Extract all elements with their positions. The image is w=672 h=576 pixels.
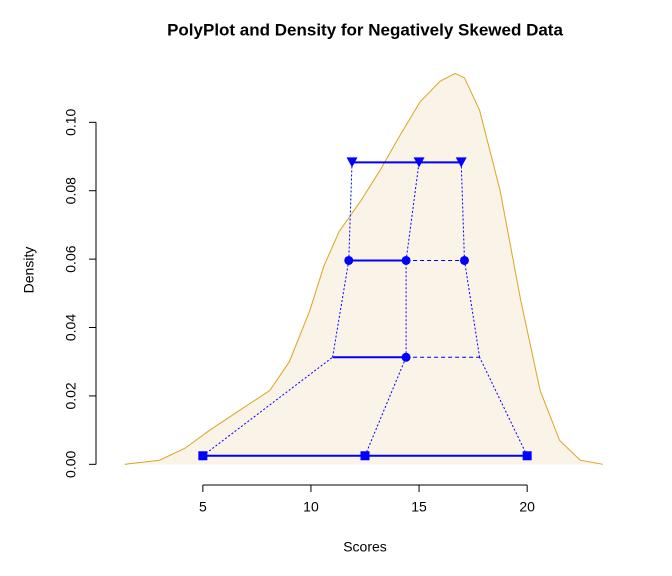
connector xyxy=(460,162,465,261)
y-tick-label: 0.00 xyxy=(63,450,79,477)
x-tick-label: 15 xyxy=(411,499,427,515)
connector xyxy=(463,260,481,358)
y-tick-label: 0.02 xyxy=(63,382,79,409)
circle-marker xyxy=(344,255,354,265)
density-area xyxy=(124,73,603,465)
y-tick-label: 0.08 xyxy=(63,177,79,204)
circle-marker xyxy=(401,352,411,362)
y-axis-label: Density xyxy=(21,247,37,294)
x-tick-label: 20 xyxy=(519,499,535,515)
square-marker xyxy=(360,451,370,461)
x-axis-label: Scores xyxy=(343,539,387,555)
triangle-marker xyxy=(346,157,358,168)
x-tick-label: 5 xyxy=(199,499,207,515)
square-marker xyxy=(198,451,208,461)
connector xyxy=(348,162,353,261)
connector xyxy=(405,162,420,261)
y-tick-label: 0.06 xyxy=(63,245,79,272)
x-tick-label: 10 xyxy=(303,499,319,515)
connector xyxy=(202,356,333,457)
connector xyxy=(332,260,350,358)
triangle-marker xyxy=(413,157,425,168)
triangle-marker xyxy=(455,157,467,168)
y-tick-label: 0.10 xyxy=(63,108,79,135)
chart-title: PolyPlot and Density for Negatively Skew… xyxy=(167,20,563,39)
y-tick-label: 0.04 xyxy=(63,314,79,341)
circle-marker xyxy=(459,255,469,265)
circle-marker xyxy=(401,255,411,265)
connector xyxy=(364,357,407,456)
square-marker xyxy=(522,451,532,461)
density-line xyxy=(124,72,603,465)
